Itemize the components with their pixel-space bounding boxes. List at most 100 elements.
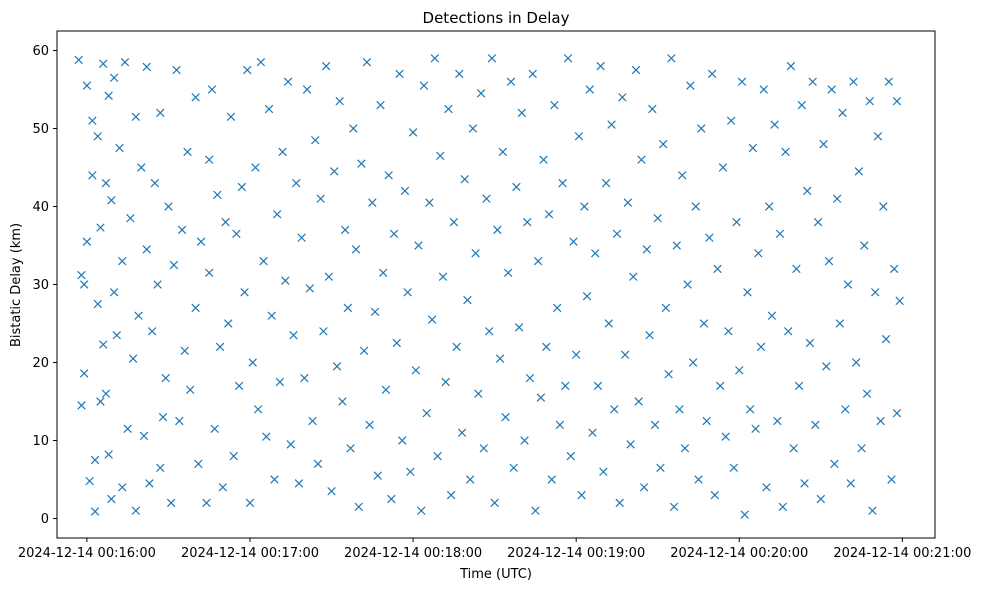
data-point: [444, 104, 453, 114]
y-tick-label: 0: [41, 512, 49, 527]
data-point: [664, 369, 673, 379]
y-tick-label: 40: [32, 200, 49, 215]
data-point: [620, 350, 630, 359]
data-point: [321, 61, 331, 71]
y-tick-label: 10: [32, 434, 49, 449]
data-point: [226, 112, 236, 122]
data-point: [248, 358, 257, 367]
data-point: [237, 182, 247, 192]
data-point: [109, 288, 119, 297]
data-point: [751, 424, 760, 434]
data-point: [634, 397, 643, 406]
data-point: [705, 233, 714, 242]
data-point: [479, 444, 488, 453]
data-point: [169, 260, 179, 270]
data-point: [234, 381, 244, 391]
data-point: [297, 233, 306, 242]
data-point: [126, 213, 135, 223]
x-tick-label: 2024-12-14 00:19:00: [507, 546, 645, 561]
data-point: [870, 288, 880, 297]
data-point: [463, 295, 472, 305]
data-point: [721, 432, 730, 441]
data-point: [104, 450, 113, 459]
data-point: [373, 471, 382, 480]
data-point: [843, 280, 853, 289]
data-point: [574, 132, 584, 141]
data-point: [343, 303, 353, 313]
data-point: [876, 416, 885, 426]
data-point: [245, 498, 255, 508]
data-point: [305, 284, 315, 293]
data-point: [74, 55, 83, 65]
data-point: [408, 128, 418, 137]
data-point: [615, 498, 624, 508]
data-point: [161, 373, 170, 383]
data-point: [427, 315, 437, 324]
data-point: [612, 229, 622, 239]
data-point: [881, 334, 891, 344]
data-point: [800, 479, 809, 488]
data-point: [607, 120, 616, 129]
x-tick-label: 2024-12-14 00:17:00: [181, 546, 319, 561]
data-point: [563, 54, 573, 63]
data-point: [506, 77, 516, 86]
data-point: [338, 397, 347, 406]
data-point: [832, 194, 842, 203]
data-point: [504, 268, 513, 278]
x-tick-label: 2024-12-14 00:18:00: [344, 546, 482, 561]
data-point: [185, 385, 195, 395]
data-point: [101, 389, 111, 398]
data-point: [482, 194, 491, 203]
data-point: [743, 288, 752, 297]
data-point: [514, 323, 524, 332]
data-point: [131, 112, 141, 122]
scatter-points: [74, 54, 904, 519]
data-point: [194, 459, 203, 469]
data-point: [436, 151, 445, 161]
y-tick-label: 50: [32, 122, 49, 137]
data-point: [835, 319, 845, 328]
data-point: [131, 506, 141, 515]
data-point: [661, 303, 671, 313]
data-point: [533, 256, 543, 266]
data-point: [302, 85, 312, 94]
data-point: [270, 475, 279, 484]
data-point: [207, 85, 217, 94]
y-tick-label: 20: [32, 356, 49, 371]
data-point: [332, 362, 342, 371]
data-point: [531, 506, 540, 515]
data-point: [362, 57, 372, 67]
data-point: [890, 264, 899, 274]
data-point: [610, 405, 619, 414]
data-point: [397, 436, 407, 445]
data-point: [286, 440, 295, 449]
data-point: [596, 61, 605, 71]
data-point: [224, 319, 233, 328]
data-point: [327, 486, 336, 496]
data-point: [357, 159, 366, 168]
data-point: [830, 459, 839, 469]
data-point: [484, 327, 494, 336]
data-point: [351, 245, 361, 254]
data-point: [539, 155, 548, 164]
data-point: [139, 431, 149, 441]
data-point: [384, 171, 393, 180]
data-point: [783, 327, 793, 336]
data-point: [547, 475, 556, 484]
data-point: [642, 245, 652, 254]
data-point: [729, 463, 739, 473]
data-point: [430, 54, 440, 63]
data-point: [319, 327, 328, 336]
data-point: [204, 155, 214, 164]
data-point: [166, 498, 176, 508]
data-point: [215, 342, 225, 352]
data-point: [582, 291, 592, 301]
data-point: [359, 346, 369, 356]
data-point: [520, 436, 529, 445]
data-point: [884, 77, 894, 86]
data-point: [403, 288, 412, 297]
data-point: [275, 377, 285, 387]
data-point: [558, 178, 567, 188]
data-point: [313, 459, 323, 469]
data-point: [544, 210, 554, 219]
